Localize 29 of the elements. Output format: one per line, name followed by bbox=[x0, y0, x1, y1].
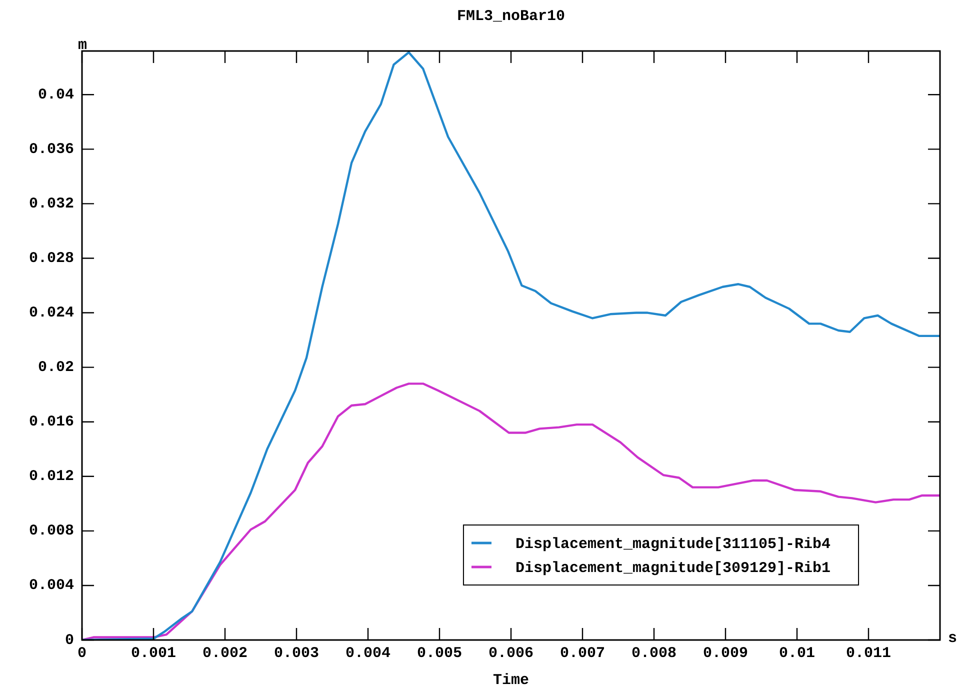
y-tick-label: 0.028 bbox=[28, 250, 74, 268]
x-tick-label: 0.003 bbox=[274, 644, 320, 662]
y-tick-label: 0.004 bbox=[28, 577, 74, 594]
x-tick-label: 0 bbox=[77, 644, 87, 662]
y-axis-title: m bbox=[78, 37, 88, 54]
y-tick-label: 0.02 bbox=[38, 359, 74, 376]
x-tick-label: 0.008 bbox=[631, 644, 677, 662]
x-tick-label: 0.009 bbox=[702, 644, 748, 662]
y-tick-label: 0.036 bbox=[28, 140, 74, 158]
y-tick-label: 0.008 bbox=[28, 522, 74, 540]
x-tick-label: 0.006 bbox=[488, 644, 534, 662]
x-tick-label: 0.001 bbox=[130, 644, 176, 662]
x-tick-label: 0.002 bbox=[202, 644, 248, 662]
y-tick-label: 0.04 bbox=[38, 86, 74, 104]
x-tick-label: 0.005 bbox=[416, 644, 462, 662]
y-tick-label: 0.012 bbox=[28, 468, 74, 486]
x-tick-label: 0.011 bbox=[846, 644, 892, 662]
legend-label: Displacement_magnitude[311105]-Rib4 bbox=[515, 536, 831, 553]
legend-label: Displacement_magnitude[309129]-Rib1 bbox=[515, 560, 831, 577]
y-tick-label: 0.016 bbox=[28, 414, 74, 431]
x-tick-label: 0.01 bbox=[778, 644, 816, 662]
x-axis-title: Time bbox=[492, 672, 530, 688]
chart-title: FML3_noBar10 bbox=[456, 8, 566, 25]
y-tick-label: 0.024 bbox=[28, 304, 74, 322]
y-tick-label: 0 bbox=[64, 632, 74, 649]
x-tick-label: 0.007 bbox=[560, 644, 606, 662]
y-tick-label: 0.032 bbox=[28, 195, 74, 212]
x-tick-label: 0.004 bbox=[345, 644, 391, 662]
text: s bbox=[948, 630, 958, 647]
